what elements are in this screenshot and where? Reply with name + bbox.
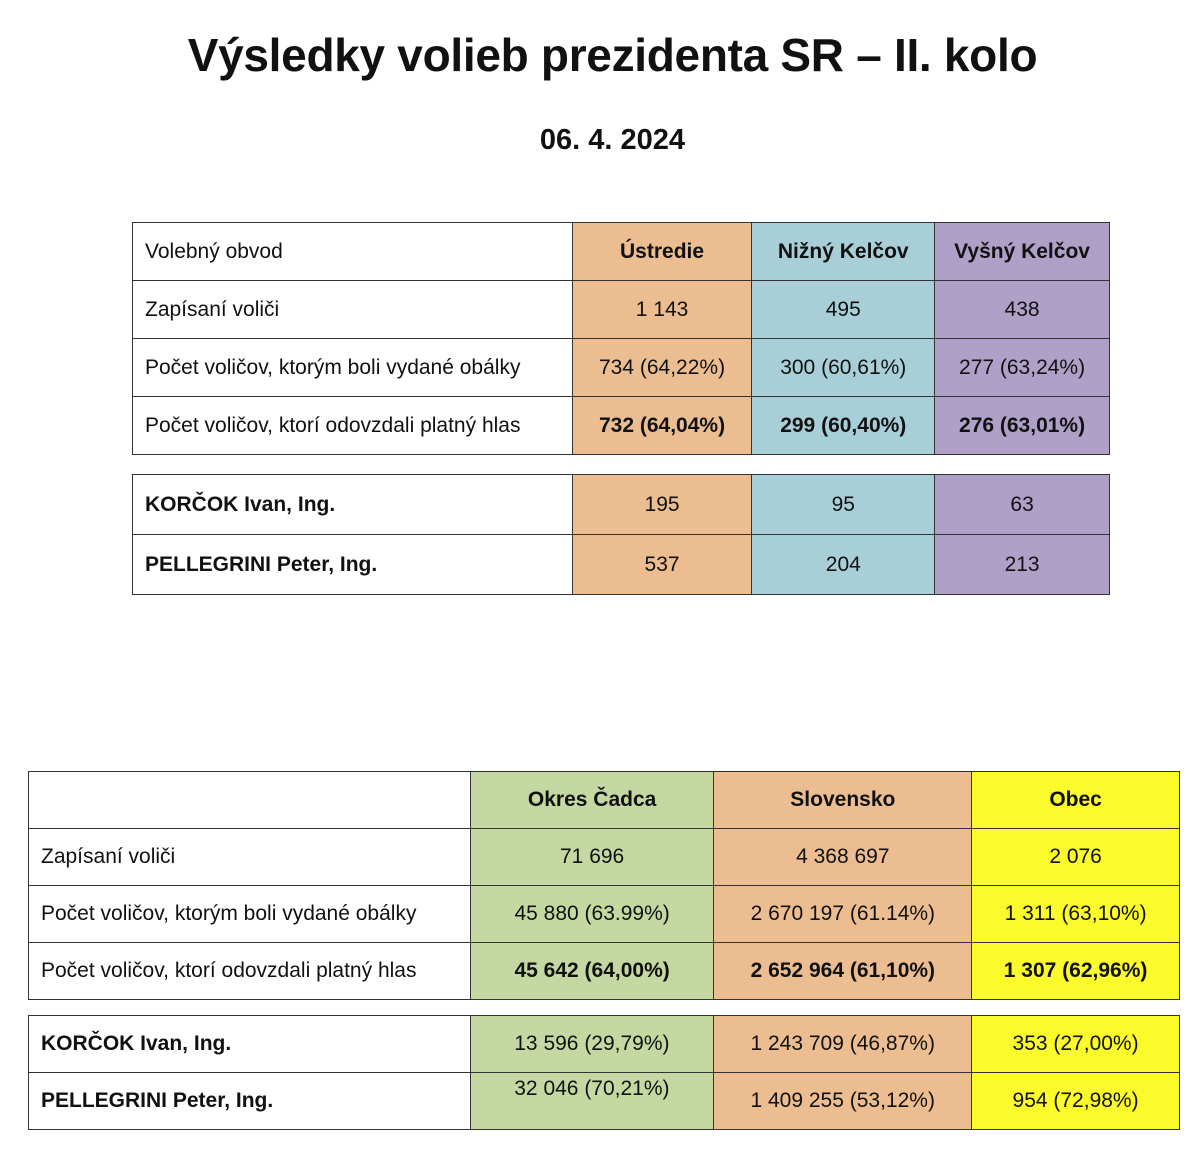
page-title: Výsledky volieb prezidenta SR – II. kolo [187, 29, 1038, 81]
header-vysny-kelcov: Vyšný Kelčov [934, 222, 1110, 281]
row-label: Zapísaní voliči [28, 828, 471, 886]
table-cell: 734 (64,22%) [571, 338, 753, 397]
table-cell: 95 [751, 474, 936, 535]
table-header-row: Okres Čadca Slovensko Obec [28, 771, 1180, 829]
cell-value: 32 046 (70,21%) [514, 1077, 670, 1100]
row-label: Počet voličov, ktorí odovzdali platný hl… [28, 942, 471, 1000]
candidate-row: PELLEGRINI Peter, Ing. 537 204 213 [132, 534, 1110, 595]
table-row: Zapísaní voliči 1 143 495 438 [132, 280, 1110, 339]
table-row: Počet voličov, ktorým boli vydané obálky… [132, 338, 1110, 397]
table-cell: 954 (72,98%) [971, 1072, 1180, 1130]
election-date: 06. 4. 2024 [539, 124, 686, 156]
table-row: Počet voličov, ktorí odovzdali platný hl… [132, 396, 1110, 455]
table-cell: 353 (27,00%) [971, 1015, 1180, 1073]
row-label: Zapísaní voliči [132, 280, 573, 339]
table-cell: 32 046 (70,21%) [469, 1072, 715, 1130]
table-header-row: Volebný obvod Ústredie Nižný Kelčov Vyšn… [132, 222, 1110, 281]
header-label [28, 771, 471, 829]
table-cell: 45 880 (63.99%) [469, 885, 715, 943]
table-cell: 732 (64,04%) [571, 396, 753, 455]
table-cell: 13 596 (29,79%) [469, 1015, 715, 1073]
local-candidates-table: KORČOK Ivan, Ing. 195 95 63 PELLEGRINI P… [132, 474, 1110, 595]
table-cell: 1 243 709 (46,87%) [713, 1015, 973, 1073]
table-cell: 1 307 (62,96%) [971, 942, 1180, 1000]
table-cell: 537 [571, 534, 753, 595]
table-cell: 45 642 (64,00%) [469, 942, 715, 1000]
candidate-row: PELLEGRINI Peter, Ing. 32 046 (70,21%) 1… [28, 1072, 1180, 1130]
table-cell: 71 696 [469, 828, 715, 886]
table-cell: 195 [571, 474, 753, 535]
table-cell: 438 [934, 280, 1110, 339]
header-slovensko: Slovensko [713, 771, 973, 829]
table-cell: 300 (60,61%) [751, 338, 936, 397]
table-cell: 1 143 [571, 280, 753, 339]
table-cell: 2 670 197 (61.14%) [713, 885, 973, 943]
table-cell: 204 [751, 534, 936, 595]
table-cell: 1 311 (63,10%) [971, 885, 1180, 943]
candidate-name: PELLEGRINI Peter, Ing. [132, 534, 573, 595]
summary-results-table: Okres Čadca Slovensko Obec Zapísaní voli… [28, 771, 1180, 1000]
row-label: Počet voličov, ktorým boli vydané obálky [28, 885, 471, 943]
row-label: Počet voličov, ktorým boli vydané obálky [132, 338, 573, 397]
header-label: Volebný obvod [132, 222, 573, 281]
table-row: Počet voličov, ktorým boli vydané obálky… [28, 885, 1180, 943]
table-cell: 299 (60,40%) [751, 396, 936, 455]
local-results-table: Volebný obvod Ústredie Nižný Kelčov Vyšn… [132, 222, 1110, 455]
table-cell: 213 [934, 534, 1110, 595]
table-cell: 495 [751, 280, 936, 339]
summary-candidates-table: KORČOK Ivan, Ing. 13 596 (29,79%) 1 243 … [28, 1015, 1180, 1130]
table-cell: 1 409 255 (53,12%) [713, 1072, 973, 1130]
table-cell: 63 [934, 474, 1110, 535]
header-okres-cadca: Okres Čadca [469, 771, 715, 829]
candidate-row: KORČOK Ivan, Ing. 13 596 (29,79%) 1 243 … [28, 1015, 1180, 1073]
row-label: Počet voličov, ktorí odovzdali platný hl… [132, 396, 573, 455]
table-cell: 2 652 964 (61,10%) [713, 942, 973, 1000]
candidate-name: PELLEGRINI Peter, Ing. [28, 1072, 471, 1130]
table-cell: 276 (63,01%) [934, 396, 1110, 455]
table-row: Zapísaní voliči 71 696 4 368 697 2 076 [28, 828, 1180, 886]
header-nizny-kelcov: Nižný Kelčov [751, 222, 936, 281]
table-cell: 2 076 [971, 828, 1180, 886]
header-obec: Obec [971, 771, 1180, 829]
table-cell: 277 (63,24%) [934, 338, 1110, 397]
table-cell: 4 368 697 [713, 828, 973, 886]
candidate-row: KORČOK Ivan, Ing. 195 95 63 [132, 474, 1110, 535]
candidate-name: KORČOK Ivan, Ing. [132, 474, 573, 535]
table-row: Počet voličov, ktorí odovzdali platný hl… [28, 942, 1180, 1000]
candidate-name: KORČOK Ivan, Ing. [28, 1015, 471, 1073]
header-ustredie: Ústredie [571, 222, 753, 281]
